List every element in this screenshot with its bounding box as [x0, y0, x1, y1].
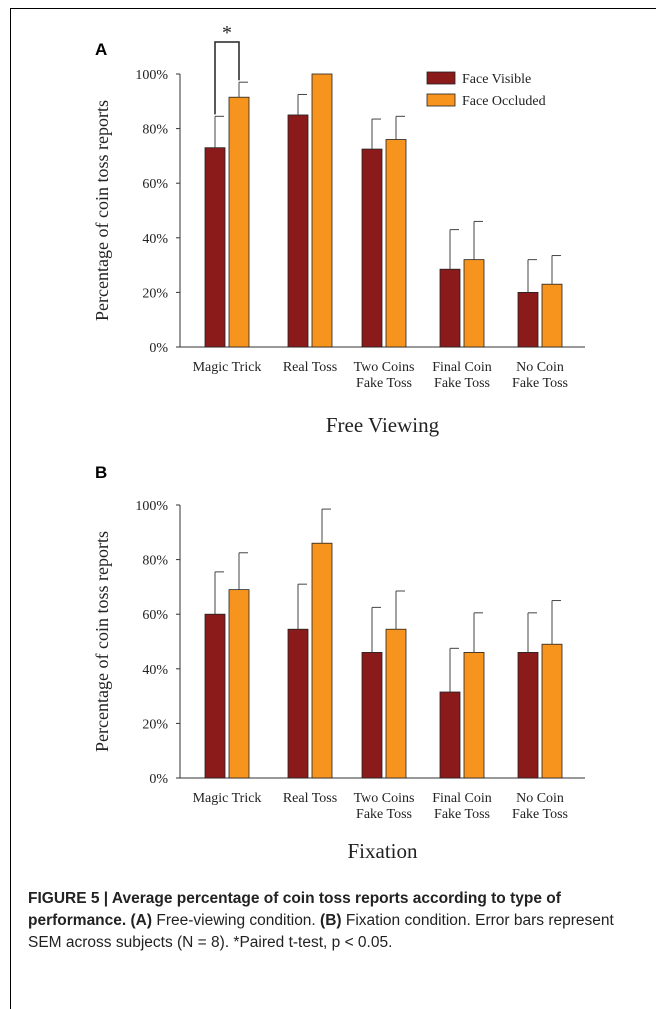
bar-0-0 — [204, 147, 226, 348]
bar-0-0 — [204, 613, 226, 779]
y-tick-label: 40% — [142, 232, 168, 247]
figure-caption: FIGURE 5 | Average percentage of coin to… — [28, 888, 640, 954]
x-tick-label: No Coin — [516, 791, 564, 806]
bar-0-3 — [439, 268, 461, 348]
bar-1-4 — [541, 643, 563, 779]
figure-frame — [10, 8, 656, 1009]
y-axis-label: Percentage of coin toss reports — [92, 100, 112, 321]
y-tick-label: 20% — [142, 717, 168, 732]
bar-0-4 — [517, 291, 539, 348]
y-tick-label: 80% — [142, 554, 168, 569]
caption-figure-label: FIGURE 5 | Average percentage of coin to… — [28, 890, 561, 929]
y-tick-label: 60% — [142, 177, 168, 192]
x-tick-label: Magic Trick — [193, 360, 262, 375]
bar-0-1 — [287, 628, 309, 779]
bar-1-1 — [311, 73, 333, 348]
x-tick-label: Fake Toss — [512, 807, 568, 822]
bar-0-4 — [517, 652, 539, 779]
bar-1-3 — [463, 652, 485, 779]
x-tick-label: Fake Toss — [434, 376, 490, 391]
panel-title: Free Viewing — [326, 413, 440, 437]
x-tick-label: Fake Toss — [434, 807, 490, 822]
bar-0-3 — [439, 691, 461, 779]
x-tick-label: Two Coins — [354, 360, 415, 375]
x-tick-label: Magic Trick — [193, 791, 262, 806]
x-tick-label: Fake Toss — [512, 376, 568, 391]
caption-part-a-text: Free-viewing condition. — [152, 912, 321, 929]
y-tick-label: 0% — [149, 341, 168, 356]
bar-1-4 — [541, 283, 563, 348]
legend-label: Face Visible — [462, 72, 531, 87]
y-tick-label: 20% — [142, 286, 168, 301]
x-tick-label: Two Coins — [354, 791, 415, 806]
x-tick-label: Final Coin — [432, 791, 492, 806]
x-tick-label: Real Toss — [283, 360, 337, 375]
bar-1-3 — [463, 259, 485, 348]
figure-charts: A 0% 20% 40% 60% 80% 100% Percentage of coin to… — [92, 22, 585, 863]
bar-0-1 — [287, 114, 309, 348]
bar-1-0 — [228, 589, 250, 779]
bar-1-2 — [385, 139, 407, 348]
y-tick-label: 100% — [135, 499, 168, 514]
legend-swatch — [426, 71, 456, 85]
panel-label: B — [95, 463, 107, 482]
legend-label: Face Occluded — [462, 94, 546, 109]
y-tick-label: 60% — [142, 608, 168, 623]
y-tick-label: 100% — [135, 68, 168, 83]
x-tick-label: Fake Toss — [356, 807, 412, 822]
y-tick-label: 80% — [142, 123, 168, 138]
legend-swatch — [426, 93, 456, 107]
y-tick-label: 40% — [142, 663, 168, 678]
y-axis-label: Percentage of coin toss reports — [92, 531, 112, 752]
caption-part-b-label: (B) — [320, 912, 342, 929]
panel-title: Fixation — [347, 839, 418, 863]
significance-marker: * — [222, 22, 232, 44]
y-tick-label: 0% — [149, 772, 168, 787]
x-tick-label: Real Toss — [283, 791, 337, 806]
bar-1-0 — [228, 96, 250, 348]
bar-0-2 — [361, 652, 383, 779]
bar-0-2 — [361, 148, 383, 348]
bar-1-2 — [385, 628, 407, 779]
x-tick-label: Fake Toss — [356, 376, 412, 391]
bar-1-1 — [311, 542, 333, 779]
panel-label: A — [95, 40, 107, 59]
x-tick-label: Final Coin — [432, 360, 492, 375]
significance-bracket — [214, 41, 240, 115]
caption-part-b-text: Fixation condition. Error bars represent… — [28, 912, 614, 951]
x-tick-label: No Coin — [516, 360, 564, 375]
caption-part-a-label: (A) — [130, 912, 153, 929]
